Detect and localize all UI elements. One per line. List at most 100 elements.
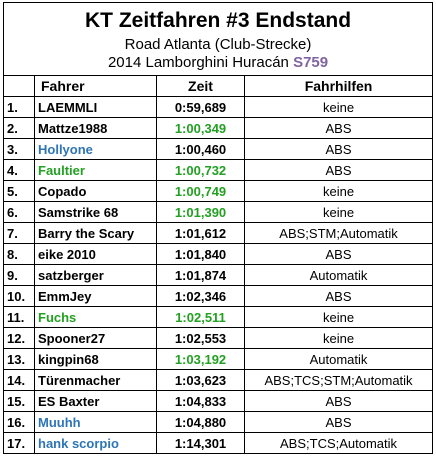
result-row: 5. Copado 1:00,749 keine bbox=[3, 180, 434, 202]
header-cell: Fahrer bbox=[34, 75, 157, 97]
time-cell: 1:00,349 bbox=[156, 117, 245, 139]
aids-cell: keine bbox=[243, 180, 434, 202]
time-cell: 1:14,301 bbox=[156, 432, 245, 454]
header-cell: Zeit bbox=[156, 75, 245, 97]
aids-cell: ABS bbox=[243, 117, 434, 139]
driver-cell: Mattze1988 bbox=[34, 117, 157, 139]
time-cell: 1:03,192 bbox=[156, 348, 245, 370]
time-cell: 1:03,623 bbox=[156, 369, 245, 391]
time-cell: 1:02,511 bbox=[156, 306, 245, 328]
aids-cell: keine bbox=[243, 327, 434, 349]
time-cell: 1:04,833 bbox=[156, 390, 245, 412]
time-cell: 1:01,612 bbox=[156, 222, 245, 244]
title-cell: KT Zeitfahren #3 Endstand Road Atlanta (… bbox=[2, 2, 434, 76]
rank-cell: 7. bbox=[3, 222, 35, 244]
result-row: 14. Türenmacher 1:03,623 ABS;TCS;STM;Automa… bbox=[3, 369, 434, 391]
aids-cell: keine bbox=[243, 201, 434, 223]
aids-cell: ABS bbox=[243, 285, 434, 307]
rank-cell: 2. bbox=[3, 117, 35, 139]
time-cell: 1:01,874 bbox=[156, 264, 245, 286]
result-row: 8. eike 2010 1:01,840 ABS bbox=[3, 243, 434, 265]
car-code: S759 bbox=[293, 54, 329, 71]
track: Road Atlanta (Club-Strecke) bbox=[124, 36, 312, 53]
rank-cell: 4. bbox=[3, 159, 35, 181]
aids-cell: ABS bbox=[243, 411, 434, 433]
rank-cell: 3. bbox=[3, 138, 35, 160]
rank-cell: 5. bbox=[3, 180, 35, 202]
rank-cell: 8. bbox=[3, 243, 35, 265]
result-row: 15. ES Baxter 1:04,833 ABS bbox=[3, 390, 434, 412]
driver-cell: Türenmacher bbox=[34, 369, 157, 391]
aids-cell: ABS;STM;Automatik bbox=[243, 222, 434, 244]
driver-cell: ES Baxter bbox=[34, 390, 157, 412]
result-row: 1. LAEMMLI 0:59,689 keine bbox=[3, 96, 434, 118]
header-cell bbox=[3, 75, 35, 97]
rank-cell: 1. bbox=[3, 96, 35, 118]
car-line: 2014 Lamborghini Huracán S759 bbox=[5, 54, 432, 71]
result-row: 6. Samstrike 68 1:01,390 keine bbox=[3, 201, 434, 223]
result-row: 9. satzberger 1:01,874 Automatik bbox=[3, 264, 434, 286]
result-row: 7. Barry the Scary 1:01,612 ABS;STM;Automat… bbox=[3, 222, 434, 244]
time-cell: 1:02,346 bbox=[156, 285, 245, 307]
aids-cell: keine bbox=[243, 96, 434, 118]
time-cell: 1:01,840 bbox=[156, 243, 245, 265]
result-row: 10. EmmJey 1:02,346 ABS bbox=[3, 285, 434, 307]
driver-cell: eike 2010 bbox=[34, 243, 157, 265]
driver-cell: Faultier bbox=[34, 159, 157, 181]
time-cell: 1:00,460 bbox=[156, 138, 245, 160]
aids-cell: ABS bbox=[243, 159, 434, 181]
rank-cell: 9. bbox=[3, 264, 35, 286]
aids-cell: Automatik bbox=[243, 348, 434, 370]
rank-cell: 11. bbox=[3, 306, 35, 328]
rank-cell: 17. bbox=[3, 432, 35, 454]
title: KT Zeitfahren #3 Endstand bbox=[85, 9, 352, 32]
rank-cell: 10. bbox=[3, 285, 35, 307]
aids-cell: ABS bbox=[243, 243, 434, 265]
aids-cell: Automatik bbox=[243, 264, 434, 286]
header-cell: Fahrhilfen bbox=[243, 75, 434, 97]
driver-cell: Fuchs bbox=[34, 306, 157, 328]
aids-cell: ABS;TCS;STM;Automatik bbox=[243, 369, 434, 391]
time-cell: 1:01,390 bbox=[156, 201, 245, 223]
time-cell: 1:00,749 bbox=[156, 180, 245, 202]
driver-cell: Spooner27 bbox=[34, 327, 157, 349]
rank-cell: 16. bbox=[3, 411, 35, 433]
result-row: 17. hank scorpio 1:14,301 ABS;TCS;Automatik bbox=[3, 432, 434, 454]
result-row: 11. Fuchs 1:02,511 keine bbox=[3, 306, 434, 328]
result-row: 12. Spooner27 1:02,553 keine bbox=[3, 327, 434, 349]
driver-cell: LAEMMLI bbox=[34, 96, 157, 118]
aids-cell: ABS;TCS;Automatik bbox=[243, 432, 434, 454]
time-cell: 1:04,880 bbox=[156, 411, 245, 433]
driver-cell: Hollyone bbox=[34, 138, 157, 160]
aids-cell: keine bbox=[243, 306, 434, 328]
result-row: 3. Hollyone 1:00,460 ABS bbox=[3, 138, 434, 160]
table-body: KT Zeitfahren #3 Endstand Road Atlanta (… bbox=[2, 2, 434, 454]
title-row: KT Zeitfahren #3 Endstand Road Atlanta (… bbox=[2, 2, 434, 76]
time-cell: 1:00,732 bbox=[156, 159, 245, 181]
result-row: 2. Mattze1988 1:00,349 ABS bbox=[3, 117, 434, 139]
time-cell: 1:02,553 bbox=[156, 327, 245, 349]
driver-cell: Copado bbox=[34, 180, 157, 202]
driver-cell: Barry the Scary bbox=[34, 222, 157, 244]
car: 2014 Lamborghini Huracán bbox=[107, 54, 289, 71]
rank-cell: 13. bbox=[3, 348, 35, 370]
rank-cell: 12. bbox=[3, 327, 35, 349]
result-row: 16. Muuhh 1:04,880 ABS bbox=[3, 411, 434, 433]
result-row: 4. Faultier 1:00,732 ABS bbox=[3, 159, 434, 181]
time-cell: 0:59,689 bbox=[156, 96, 245, 118]
driver-cell: hank scorpio bbox=[34, 432, 157, 454]
driver-cell: Muuhh bbox=[34, 411, 157, 433]
rank-cell: 14. bbox=[3, 369, 35, 391]
results-table: KT Zeitfahren #3 Endstand Road Atlanta (… bbox=[2, 2, 434, 454]
driver-cell: EmmJey bbox=[34, 285, 157, 307]
driver-cell: kingpin68 bbox=[34, 348, 157, 370]
header-row: Fahrer Zeit Fahrhilfen bbox=[3, 75, 434, 97]
result-row: 13. kingpin68 1:03,192 Automatik bbox=[3, 348, 434, 370]
driver-cell: Samstrike 68 bbox=[34, 201, 157, 223]
aids-cell: ABS bbox=[243, 138, 434, 160]
rank-cell: 6. bbox=[3, 201, 35, 223]
driver-cell: satzberger bbox=[34, 264, 157, 286]
aids-cell: ABS bbox=[243, 390, 434, 412]
rank-cell: 15. bbox=[3, 390, 35, 412]
